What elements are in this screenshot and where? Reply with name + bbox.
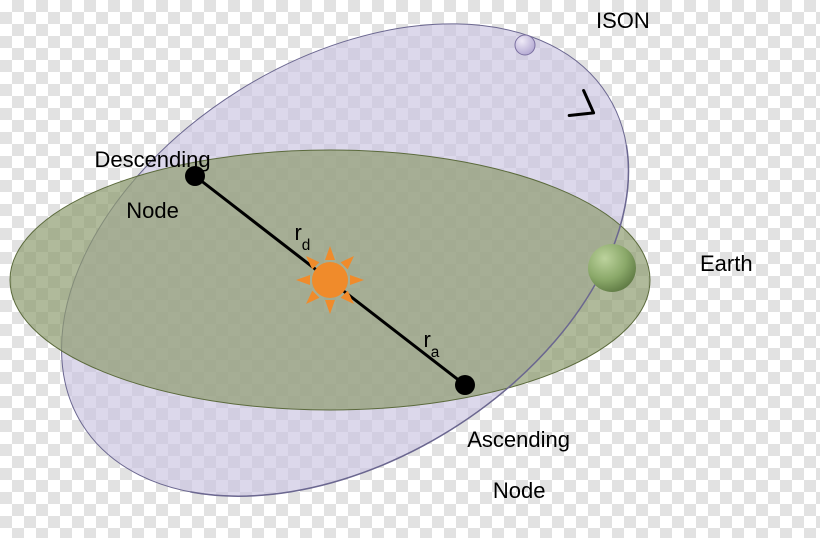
orbit-diagram-svg: [0, 0, 820, 538]
ison-label: ISON: [596, 8, 650, 33]
ra-sub: a: [431, 344, 440, 361]
descending-node-label: Descending Node: [70, 122, 211, 248]
descending-node-label-line2: Node: [126, 198, 179, 223]
ra-main: r: [423, 327, 430, 352]
rd-sub: d: [302, 237, 311, 254]
ascending-node-dot: [455, 375, 475, 395]
ison-marker: [515, 35, 535, 55]
diagram-stage: ISON Earth Descending Node Ascending Nod…: [0, 0, 820, 538]
ascending-node-label-line2: Node: [493, 478, 546, 503]
rd-main: r: [294, 220, 301, 245]
ascending-node-label-line1: Ascending: [467, 427, 570, 452]
rd-label: rd: [270, 195, 310, 276]
descending-node-label-line1: Descending: [94, 147, 210, 172]
earth-icon: [588, 244, 636, 292]
earth-label: Earth: [700, 251, 753, 276]
ra-label: ra: [399, 302, 439, 383]
ascending-node-label: Ascending Node: [444, 402, 570, 528]
